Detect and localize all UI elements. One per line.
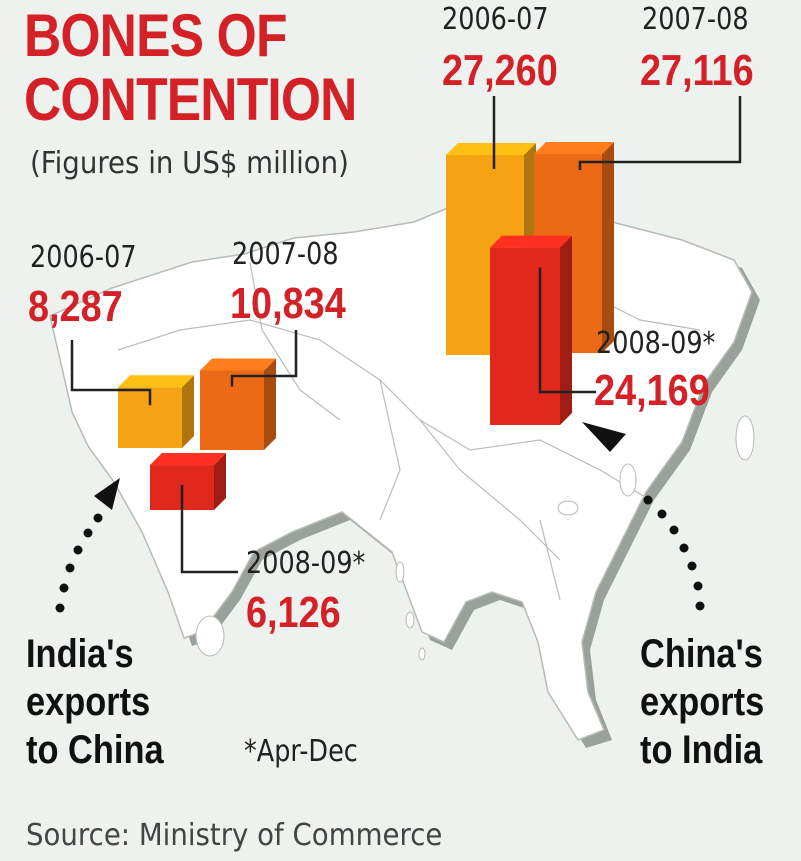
andaman-islands bbox=[395, 561, 426, 661]
taiwan bbox=[619, 463, 637, 497]
arrowhead-icon bbox=[94, 478, 120, 510]
caption-line: exports bbox=[26, 680, 151, 724]
title-line-1: BONES OF bbox=[24, 2, 287, 69]
footnote: *Apr-Dec bbox=[244, 734, 358, 769]
arrowhead-icon bbox=[582, 422, 626, 452]
leader-line bbox=[230, 330, 298, 387]
tick-label: 2006-07 bbox=[442, 2, 549, 37]
tick-label: 2006-07 bbox=[30, 240, 137, 275]
data-label: 24,169 bbox=[594, 366, 710, 415]
leader-line bbox=[180, 485, 238, 574]
bar bbox=[490, 235, 572, 425]
sri-lanka bbox=[195, 615, 225, 657]
caption-line: China's bbox=[640, 632, 763, 676]
bar bbox=[200, 358, 276, 450]
tick-label: 2007-08 bbox=[232, 237, 339, 272]
data-label: 27,260 bbox=[442, 46, 558, 95]
leader-line bbox=[538, 267, 596, 394]
caption-line: exports bbox=[640, 680, 765, 724]
data-label: 27,116 bbox=[640, 46, 754, 95]
map-borders bbox=[117, 261, 701, 601]
caption-line: to India bbox=[640, 728, 763, 772]
source-note: Source: Ministry of Commerce bbox=[26, 818, 443, 853]
caption-line: India's bbox=[26, 632, 134, 676]
caption-line: to China bbox=[26, 728, 164, 772]
arrow-india-exports bbox=[55, 478, 120, 613]
caption-china-exports: China's exports to India bbox=[640, 630, 764, 774]
japan-island bbox=[735, 415, 755, 461]
data-label: 10,834 bbox=[230, 279, 346, 328]
chart-title: BONES OF CONTENTION bbox=[24, 4, 357, 132]
tick-label: 2007-08 bbox=[642, 2, 749, 37]
data-label: 6,126 bbox=[246, 588, 341, 637]
bar bbox=[118, 375, 194, 448]
bar bbox=[150, 453, 226, 510]
leader-line bbox=[70, 340, 152, 406]
arrow-china-exports bbox=[582, 422, 705, 611]
title-line-2: CONTENTION bbox=[24, 66, 357, 133]
hainan bbox=[557, 500, 579, 516]
leader-line bbox=[578, 96, 742, 171]
tick-label: 2008-09* bbox=[596, 326, 716, 361]
chart-subtitle: (Figures in US$ million) bbox=[30, 146, 349, 181]
data-label: 8,287 bbox=[28, 282, 123, 331]
caption-india-exports: India's exports to China bbox=[26, 630, 164, 774]
tick-label: 2008-09* bbox=[246, 546, 366, 581]
